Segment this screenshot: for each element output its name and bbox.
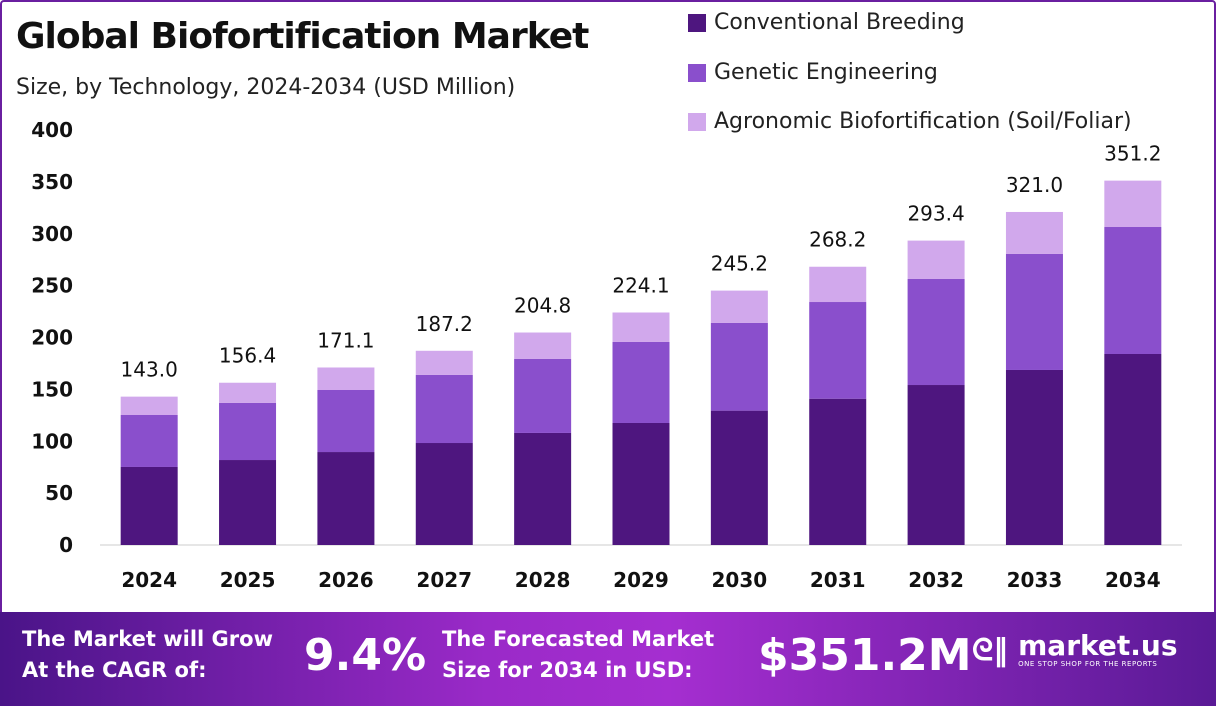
- bar-segment-agronomic-biofortification-soil-foliar-: [415, 350, 473, 375]
- y-tick-label: 250: [31, 274, 73, 298]
- market-us-logo: ᘓ‖ market.us ONE STOP SHOP FOR THE REPOR…: [972, 629, 1178, 669]
- bar-segment-genetic-engineering: [317, 389, 375, 453]
- cagr-label-line1: The Market will Grow: [22, 627, 273, 651]
- bar-total-label: 187.2: [416, 312, 473, 336]
- forecast-value: $351.2M: [758, 630, 972, 681]
- bar-total-label: 224.1: [612, 273, 669, 297]
- bar-segment-conventional-breeding: [1104, 353, 1162, 545]
- y-tick-label: 400: [31, 118, 73, 142]
- bar-segment-conventional-breeding: [317, 452, 375, 545]
- bar-segment-agronomic-biofortification-soil-foliar-: [612, 312, 670, 342]
- x-tick-label: 2030: [712, 568, 768, 592]
- y-tick-label: 200: [31, 326, 73, 350]
- x-tick-label: 2032: [908, 568, 964, 592]
- x-tick-label: 2026: [318, 568, 374, 592]
- chart-subtitle: Size, by Technology, 2024-2034 (USD Mill…: [16, 75, 516, 100]
- legend-swatch: [688, 13, 706, 32]
- bar-segment-agronomic-biofortification-soil-foliar-: [710, 290, 768, 323]
- bar-segment-agronomic-biofortification-soil-foliar-: [219, 382, 277, 403]
- bar-segment-conventional-breeding: [612, 422, 670, 545]
- x-tick-label: 2034: [1105, 568, 1161, 592]
- x-tick-label: 2025: [220, 568, 276, 592]
- bar-segment-conventional-breeding: [514, 432, 572, 545]
- bar-segment-genetic-engineering: [907, 278, 965, 386]
- cagr-value: 9.4%: [304, 630, 427, 681]
- legend-label: Genetic Engineering: [714, 60, 938, 85]
- bar-segment-agronomic-biofortification-soil-foliar-: [317, 367, 375, 390]
- y-tick-label: 100: [31, 429, 73, 453]
- x-tick-label: 2029: [613, 568, 669, 592]
- legend-swatch: [688, 112, 706, 131]
- bar-segment-conventional-breeding: [219, 460, 277, 545]
- logo-mark-icon: ᘓ‖: [972, 632, 1009, 668]
- bar-segment-agronomic-biofortification-soil-foliar-: [1005, 211, 1063, 254]
- cagr-label-line2: At the CAGR of:: [22, 658, 207, 682]
- bar-segment-genetic-engineering: [809, 302, 867, 399]
- footer-banner: The Market will Grow At the CAGR of: 9.4…: [0, 612, 1216, 706]
- x-tick-label: 2027: [416, 568, 472, 592]
- bar-segment-conventional-breeding: [710, 410, 768, 545]
- bar-segment-genetic-engineering: [710, 322, 768, 411]
- cagr-label: The Market will Grow At the CAGR of:: [22, 624, 273, 686]
- bar-total-label: 245.2: [711, 252, 768, 276]
- y-tick-label: 50: [45, 481, 73, 505]
- legend-label: Conventional Breeding: [714, 10, 965, 35]
- legend-label: Agronomic Biofortification (Soil/Foliar): [714, 109, 1132, 134]
- chart-title: Global Biofortification Market: [16, 16, 589, 57]
- bar-segment-genetic-engineering: [219, 402, 277, 461]
- legend-swatch: [688, 63, 706, 82]
- y-tick-label: 150: [31, 377, 73, 401]
- bar-total-label: 156.4: [219, 344, 276, 368]
- logo-name: market.us: [1018, 629, 1178, 662]
- bar-total-label: 204.8: [514, 294, 571, 318]
- logo-tagline: ONE STOP SHOP FOR THE REPORTS: [1018, 660, 1158, 668]
- bar-segment-conventional-breeding: [1005, 369, 1063, 545]
- bar-segment-genetic-engineering: [612, 341, 670, 423]
- x-tick-label: 2028: [515, 568, 571, 592]
- bar-segment-conventional-breeding: [120, 466, 178, 545]
- bar-segment-agronomic-biofortification-soil-foliar-: [809, 266, 867, 303]
- bar-segment-conventional-breeding: [907, 385, 965, 545]
- bar-segment-agronomic-biofortification-soil-foliar-: [120, 396, 178, 416]
- bar-total-label: 351.2: [1104, 142, 1161, 166]
- legend-item-agronomic: Agronomic Biofortification (Soil/Foliar): [688, 109, 1132, 134]
- bar-segment-conventional-breeding: [415, 443, 473, 545]
- forecast-label-line2: Size for 2034 in USD:: [442, 658, 693, 682]
- bar-segment-genetic-engineering: [120, 415, 178, 467]
- y-tick-label: 300: [31, 222, 73, 246]
- y-tick-label: 0: [59, 533, 73, 557]
- bar-total-label: 293.4: [907, 202, 964, 226]
- legend-item-genetic-engineering: Genetic Engineering: [688, 60, 938, 85]
- bar-segment-conventional-breeding: [809, 398, 867, 545]
- bar-segment-genetic-engineering: [415, 374, 473, 444]
- bar-segment-genetic-engineering: [514, 358, 572, 433]
- bar-total-label: 321.0: [1006, 173, 1063, 197]
- bar-chart: 0 50 100 150 200 250 300 350 400 143.0 2024 156.4 20…: [31, 118, 1182, 592]
- forecast-label-line1: The Forecasted Market: [442, 627, 715, 651]
- bar-segment-agronomic-biofortification-soil-foliar-: [1104, 180, 1162, 228]
- x-tick-label: 2031: [810, 568, 866, 592]
- bar-segment-agronomic-biofortification-soil-foliar-: [514, 332, 572, 359]
- bar-segment-genetic-engineering: [1104, 227, 1162, 354]
- bar-total-label: 171.1: [317, 328, 374, 352]
- x-tick-label: 2024: [121, 568, 177, 592]
- bar-segment-agronomic-biofortification-soil-foliar-: [907, 240, 965, 279]
- bar-segment-genetic-engineering: [1005, 253, 1063, 370]
- x-tick-label: 2033: [1007, 568, 1063, 592]
- forecast-label: The Forecasted Market Size for 2034 in U…: [442, 624, 714, 686]
- y-tick-label: 350: [31, 170, 73, 194]
- legend-item-conventional-breeding: Conventional Breeding: [688, 10, 965, 35]
- bar-total-label: 143.0: [121, 358, 178, 382]
- bar-total-label: 268.2: [809, 228, 866, 252]
